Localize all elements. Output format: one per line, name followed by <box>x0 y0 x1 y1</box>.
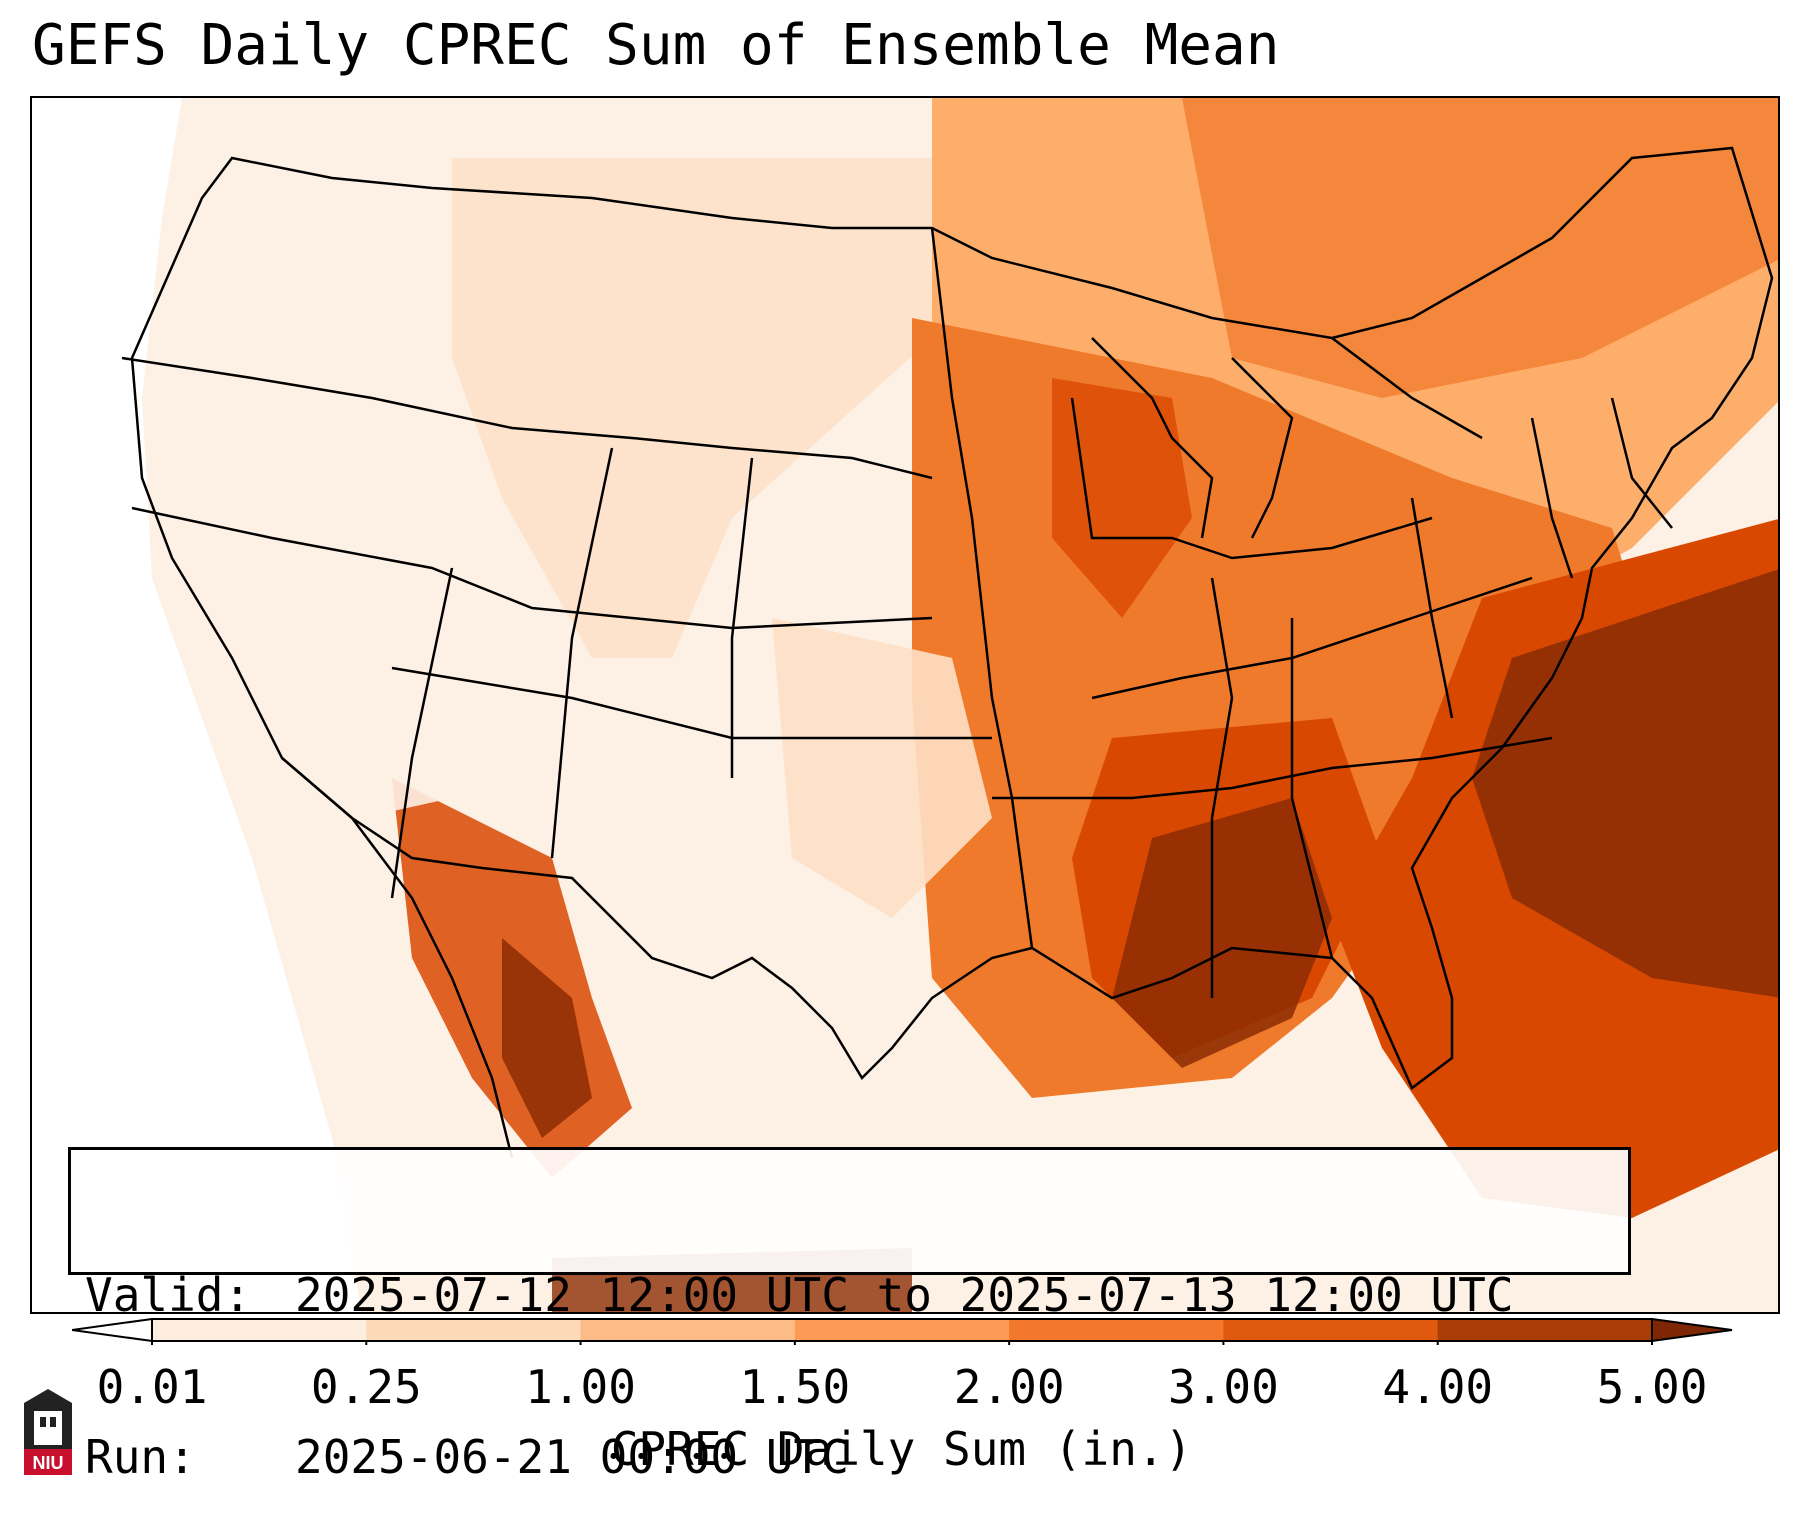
colorbar-tick-label: 1.50 <box>739 1360 851 1414</box>
colorbar-segment <box>366 1319 582 1341</box>
precip-heavy-canada <box>1182 98 1778 398</box>
chart-title: GEFS Daily CPREC Sum of Ensemble Mean <box>32 13 1280 78</box>
colorbar-segment <box>1009 1319 1224 1341</box>
colorbar-label: CPREC Daily Sum (in.) <box>610 1422 1193 1476</box>
colorbar-segment <box>1223 1319 1439 1341</box>
precip-extreme-atlantic <box>1472 569 1778 998</box>
colorbar-tick-label: 2.00 <box>953 1360 1065 1414</box>
colorbar-tick-label: 4.00 <box>1382 1360 1494 1414</box>
colorbar-segment <box>152 1319 367 1341</box>
valid-value: 2025-07-12 12:00 UTC to 2025-07-13 12:00… <box>295 1268 1514 1322</box>
colorbar-under-arrow <box>72 1317 153 1343</box>
precip-light-plains <box>772 618 992 918</box>
precip-map-svg <box>32 98 1778 1312</box>
colorbar-over-arrow <box>1651 1317 1733 1343</box>
colorbar-tick-label: 5.00 <box>1596 1360 1708 1414</box>
valid-label: Valid: <box>85 1268 252 1322</box>
colorbar-outline <box>151 1318 1653 1342</box>
logo-tower <box>34 1411 62 1445</box>
state-borders <box>121 146 1774 1159</box>
colorbar-tick-label: 0.25 <box>310 1360 422 1414</box>
colorbar-segment <box>1437 1319 1653 1341</box>
precip-extreme-mexico <box>502 938 592 1138</box>
precip-map <box>30 96 1780 1314</box>
colorbar-segment <box>580 1319 796 1341</box>
run-value: 2025-06-21 00:00 UTC <box>295 1430 849 1484</box>
precip-dry-west <box>252 598 452 818</box>
precip-extreme-gulf <box>1112 798 1332 1068</box>
run-row: Run: 2025-06-21 00:00 UTC <box>85 1430 1614 1484</box>
colorbar <box>72 1317 1733 1345</box>
colorbar-segment <box>794 1319 1010 1341</box>
colorbar-tick-label: 1.00 <box>525 1360 636 1414</box>
colorbar-tick-label: 0.01 <box>96 1360 208 1414</box>
logo-band <box>24 1449 72 1475</box>
ocean-dry-zone <box>32 98 362 1312</box>
precip-light-north <box>452 158 932 658</box>
colorbar-tick-label: 3.00 <box>1168 1360 1279 1414</box>
niu-tower-icon: NIU <box>24 1389 72 1475</box>
logo-window-right <box>50 1417 56 1427</box>
validity-box: Valid: 2025-07-12 12:00 UTC to 2025-07-1… <box>68 1147 1631 1484</box>
precip-very-heavy-wisconsin <box>1052 378 1192 618</box>
logo-window-left <box>40 1417 46 1427</box>
logo-text: NIU <box>33 1453 64 1473</box>
valid-row: Valid: 2025-07-12 12:00 UTC to 2025-07-1… <box>85 1268 1614 1322</box>
run-label: Run: <box>85 1430 196 1484</box>
